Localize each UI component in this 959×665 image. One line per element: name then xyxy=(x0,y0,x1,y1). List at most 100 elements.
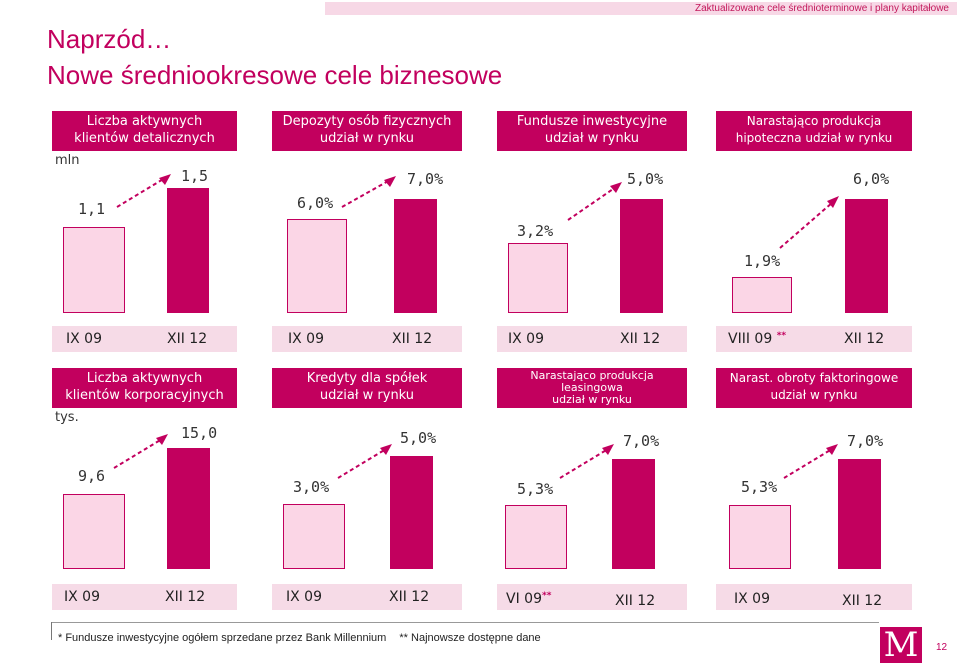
page-title-line2: Nowe średniookresowe cele biznesowe xyxy=(47,60,503,90)
value-target: 5,0% xyxy=(400,429,437,447)
header-line: Narast. obroty faktoringowe xyxy=(729,371,899,385)
x-label-before: VI 09** xyxy=(506,591,551,607)
x-label-before: IX 09 xyxy=(66,331,102,347)
arrow-icon xyxy=(559,444,614,479)
millennium-logo-icon: M xyxy=(880,627,922,663)
header-line: Kredyty dla spółek xyxy=(306,371,428,386)
footer-divider-vertical xyxy=(51,622,52,640)
value-before: 1,9% xyxy=(744,252,781,270)
panel-header-corporate-loans: Kredyty dla spółek udział w rynku xyxy=(272,368,462,408)
bar-before xyxy=(63,227,125,313)
value-target: 5,0% xyxy=(627,170,664,188)
x-label-before: IX 09 xyxy=(286,589,322,605)
axis-band xyxy=(716,584,912,610)
header-line: Liczba aktywnych xyxy=(86,371,203,386)
arrow-icon xyxy=(341,176,396,208)
header-line: Liczba aktywnych xyxy=(86,114,203,129)
header-line: udział w rynku xyxy=(319,131,415,146)
header-line: Narastająco produkcja xyxy=(746,114,882,128)
x-label-target: XII 12 xyxy=(844,331,885,347)
value-before: 3,2% xyxy=(517,222,554,240)
footnote-mark: ** xyxy=(541,591,552,601)
bar-before xyxy=(505,505,567,569)
value-target: 7,0% xyxy=(623,432,660,450)
x-label-target: XII 12 xyxy=(620,331,661,347)
logo-letter: M xyxy=(883,625,919,665)
value-before: 3,0% xyxy=(293,478,330,496)
value-before: 6,0% xyxy=(297,194,334,212)
x-label-target: XII 12 xyxy=(615,593,656,609)
x-label-target: XII 12 xyxy=(842,593,883,609)
bar-target xyxy=(838,459,881,569)
x-label-before: VIII 09 ** xyxy=(728,331,786,347)
value-target: 6,0% xyxy=(853,170,890,188)
value-target: 7,0% xyxy=(847,432,884,450)
bar-before xyxy=(732,277,792,313)
arrow-icon xyxy=(783,444,838,479)
header-line: klientów korporacyjnych xyxy=(65,388,224,403)
axis-band xyxy=(716,326,912,352)
axis-band xyxy=(272,326,462,352)
bar-before xyxy=(283,504,345,569)
axis-band xyxy=(52,326,237,352)
bar-target xyxy=(612,459,655,569)
header-line: udział w rynku xyxy=(319,388,415,403)
value-before: 5,3% xyxy=(741,478,778,496)
x-label-before: IX 09 xyxy=(288,331,324,347)
arrow-icon xyxy=(779,196,839,249)
panel-header-corporate-clients: Liczba aktywnych klientów korporacyjnych xyxy=(52,368,237,408)
panel-header-investment-funds: Fundusze inwestycyjne udział w rynku xyxy=(497,111,687,151)
bar-before xyxy=(508,243,568,313)
arrow-icon xyxy=(567,182,622,221)
axis-band xyxy=(497,326,687,352)
header-line: leasingowa xyxy=(561,381,623,394)
bar-target xyxy=(167,188,209,313)
x-label-text: VIII 09 xyxy=(728,331,773,347)
header-line: hipoteczna udział w rynku xyxy=(735,131,893,145)
panel-header-leasing: Narastająco produkcja leasingowa udział … xyxy=(497,368,687,408)
bar-before xyxy=(63,494,125,569)
value-before: 1,1 xyxy=(78,200,106,218)
header-line: Depozyty osób fizycznych xyxy=(282,114,452,129)
x-label-target: XII 12 xyxy=(392,331,433,347)
panel-header-retail-clients: Liczba aktywnych klientów detalicznych xyxy=(52,111,237,151)
arrow-icon xyxy=(113,434,168,469)
arrow-icon xyxy=(337,444,392,479)
bar-target xyxy=(167,448,210,569)
header-line: udział w rynku xyxy=(770,388,858,402)
axis-band xyxy=(52,584,237,610)
value-before: 5,3% xyxy=(517,480,554,498)
arrow-icon xyxy=(116,174,171,208)
x-label-before: IX 09 xyxy=(508,331,544,347)
top-note: Zaktualizowane cele średnioterminowe i p… xyxy=(694,3,949,14)
axis-band xyxy=(272,584,462,610)
page-number: 12 xyxy=(936,642,948,653)
value-target: 1,5 xyxy=(181,167,209,185)
unit-label: mln xyxy=(55,153,80,168)
bar-target xyxy=(394,199,437,313)
header-line: udział w rynku xyxy=(552,393,632,406)
axis-band xyxy=(497,584,687,610)
panel-header-factoring: Narast. obroty faktoringowe udział w ryn… xyxy=(716,368,912,408)
footnote-mark: ** xyxy=(776,331,787,341)
footnote-2: ** Najnowsze dostępne dane xyxy=(399,632,541,644)
header-line: klientów detalicznych xyxy=(74,131,215,146)
footnotes: * Fundusze inwestycyjne ogółem sprzedane… xyxy=(58,632,551,644)
unit-label: tys. xyxy=(55,410,79,425)
x-label-text: VI 09 xyxy=(506,591,542,607)
bar-target xyxy=(620,199,663,313)
header-line: udział w rynku xyxy=(544,131,640,146)
value-target: 15,0 xyxy=(181,424,218,442)
x-label-target: XII 12 xyxy=(389,589,430,605)
footer-divider xyxy=(51,622,879,623)
panel-header-deposits: Depozyty osób fizycznych udział w rynku xyxy=(272,111,462,151)
x-label-target: XII 12 xyxy=(167,331,208,347)
bar-target xyxy=(390,456,433,569)
value-target: 7,0% xyxy=(407,170,444,188)
top-banner: Zaktualizowane cele średnioterminowe i p… xyxy=(325,2,957,15)
bar-before xyxy=(287,219,347,313)
panel-header-mortgage: Narastająco produkcja hipoteczna udział … xyxy=(716,111,912,151)
x-label-before: IX 09 xyxy=(734,591,770,607)
page-title-line1: Naprzód… xyxy=(47,24,172,54)
x-label-target: XII 12 xyxy=(165,589,206,605)
